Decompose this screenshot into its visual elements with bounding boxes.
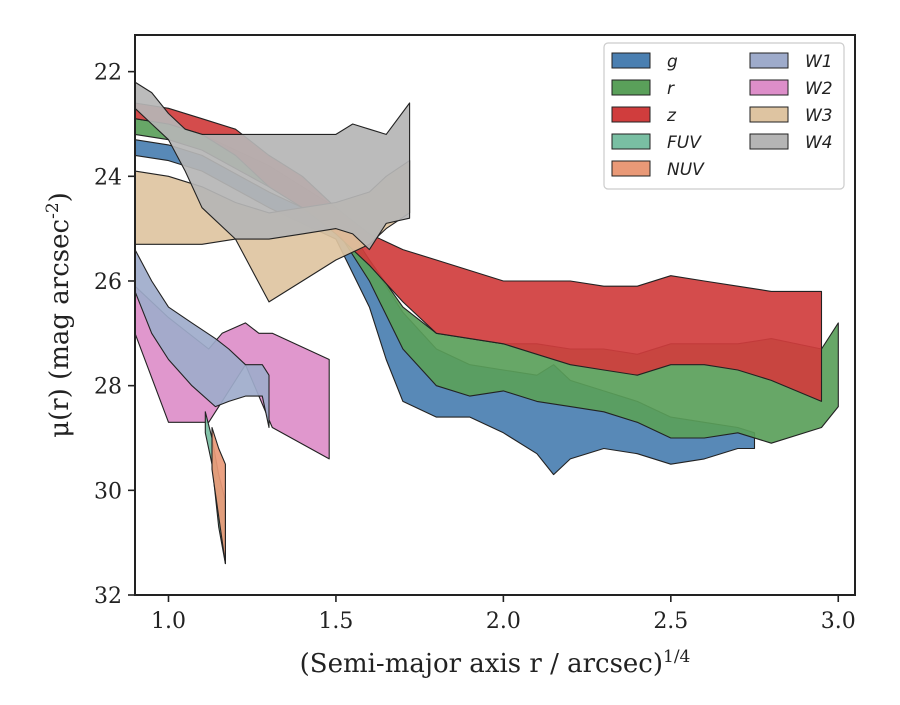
ticks-layer: 1.0 1.5 2.0 2.5 3.0 22 24 26 28 30 32	[94, 61, 856, 634]
legend-label-W4: W4	[805, 133, 833, 153]
legend-label-W1: W1	[805, 52, 833, 72]
plot-frame	[134, 34, 856, 596]
series-layer	[134, 81, 839, 565]
legend-swatch-W3	[749, 106, 789, 123]
legend-label-z: z	[666, 106, 677, 126]
legend-swatch-g	[611, 52, 651, 69]
legend-swatch-r	[611, 79, 651, 96]
y-tick-label: 28	[94, 375, 122, 400]
x-tick-label: 3.0	[821, 609, 856, 634]
series-band-NUV	[211, 426, 226, 565]
y-tick-label: 30	[94, 479, 122, 504]
legend-swatch-NUV	[611, 160, 651, 177]
legend: grz FUV NUV W1 W2 W3 W4	[603, 42, 845, 190]
y-axis-label: μ(r) (mag arcsec-2)	[43, 192, 75, 438]
legend-label-FUV: FUV	[667, 133, 702, 153]
y-tick-label: 24	[94, 165, 122, 190]
legend-swatch-W2	[749, 79, 789, 96]
legend-swatch-FUV	[611, 133, 651, 150]
y-tick-label: 26	[94, 270, 122, 295]
x-tick-label: 2.5	[653, 609, 688, 634]
x-axis-label: (Semi-major axis r / arcsec)1/4	[300, 647, 691, 679]
y-tick-label: 32	[94, 584, 122, 609]
legend-swatch-W4	[749, 133, 789, 150]
legend-label-W2: W2	[805, 79, 833, 99]
series-band-W1	[134, 249, 270, 429]
x-tick-label: 1.5	[318, 609, 353, 634]
x-tick-label: 2.0	[486, 609, 521, 634]
legend-swatch-W1	[749, 52, 789, 69]
legend-label-r: r	[667, 79, 675, 99]
y-tick-label: 22	[94, 61, 122, 86]
x-tick-label: 1.0	[151, 609, 186, 634]
legend-swatch-z	[611, 106, 651, 123]
legend-label-g: g	[667, 52, 678, 72]
legend-label-W3: W3	[805, 106, 833, 126]
legend-label-NUV: NUV	[667, 160, 705, 180]
series-band-W4	[134, 81, 411, 251]
